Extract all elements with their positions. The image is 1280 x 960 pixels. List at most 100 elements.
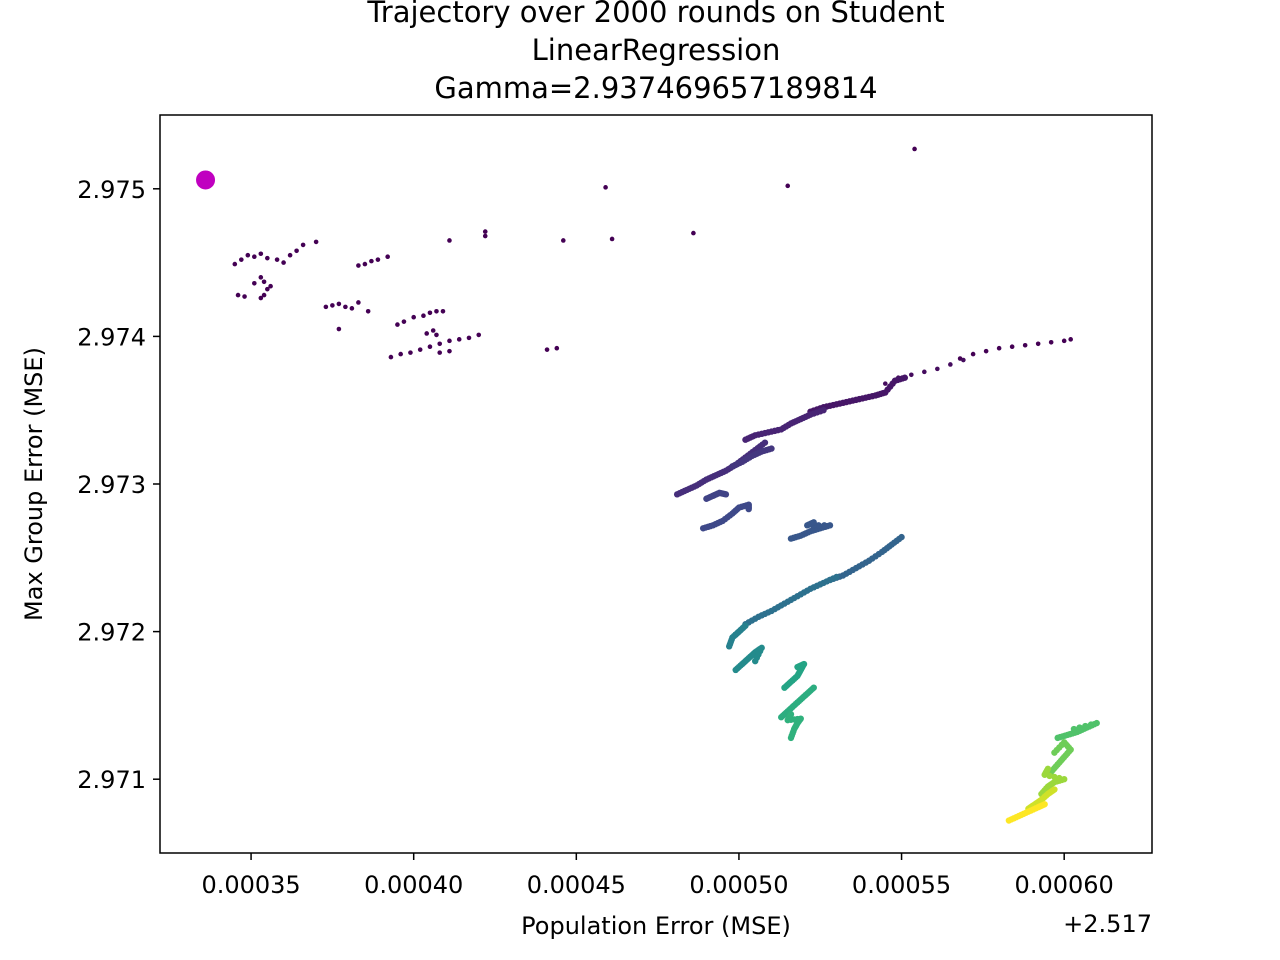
trajectory-point <box>365 309 371 314</box>
trajectory-point <box>294 248 299 254</box>
trajectory-point <box>745 505 752 513</box>
trajectory-point <box>401 319 407 324</box>
trajectory-point <box>388 354 394 360</box>
trajectory-point <box>1035 341 1041 347</box>
trajectory-point <box>1061 338 1067 344</box>
trajectory-point <box>265 255 270 261</box>
trajectory-point <box>722 491 730 498</box>
trajectory-point <box>785 183 791 189</box>
trajectory-point <box>752 657 759 665</box>
chart-title-line-1: Trajectory over 2000 rounds on Student <box>366 0 944 29</box>
trajectory-point <box>810 684 817 691</box>
trajectory-point <box>434 332 439 338</box>
trajectory-point <box>815 522 822 529</box>
points-layer <box>196 146 1100 824</box>
trajectory-point <box>833 573 840 581</box>
trajectory-point <box>768 445 775 452</box>
trajectory-point <box>948 362 953 367</box>
trajectory-point <box>983 348 989 354</box>
trajectory-point <box>421 313 426 319</box>
trajectory-point <box>1068 337 1073 342</box>
trajectory-point <box>375 257 381 262</box>
trajectory-point <box>1051 786 1058 793</box>
trajectory-point <box>554 345 560 351</box>
trajectory-point <box>281 260 286 265</box>
trajectory-point <box>427 344 433 350</box>
trajectory-point <box>252 254 257 259</box>
trajectory-point <box>1060 776 1068 783</box>
y-tick-label: 2.972 <box>77 619 146 647</box>
trajectory-point <box>912 146 917 152</box>
trajectory-point <box>909 372 914 378</box>
trajectory-point <box>427 310 433 316</box>
trajectory-point <box>609 236 615 242</box>
y-tick-label: 2.974 <box>77 323 146 351</box>
trajectory-point <box>794 663 801 671</box>
trajectory-point <box>437 350 443 355</box>
trajectory-point <box>245 252 251 258</box>
trajectory-point <box>603 185 608 190</box>
trajectory-point <box>349 306 355 311</box>
trajectory-point <box>437 341 443 347</box>
plot-area-frame <box>159 114 1153 854</box>
trajectory-point <box>408 350 413 355</box>
trajectory-point <box>1076 724 1083 731</box>
trajectory-point <box>336 301 342 307</box>
trajectory-point <box>1093 719 1100 727</box>
trajectory-point <box>385 254 390 259</box>
chart-title-line-3: Gamma=2.937469657189814 <box>434 71 877 105</box>
trajectory-point <box>398 351 403 357</box>
trajectory-point <box>395 322 400 327</box>
trajectory-point <box>1009 344 1015 350</box>
x-tick-label: 0.00040 <box>364 871 463 899</box>
trajectory-point <box>961 357 966 363</box>
x-axis-ticks: 0.00035 0.00040 0.00045 0.00050 0.00055 0.000… <box>201 853 1114 899</box>
y-axis-ticks: 2.971 2.972 2.973 2.974 2.975 <box>77 176 160 794</box>
trajectory-point <box>1044 765 1052 773</box>
trajectory-point <box>1056 774 1063 782</box>
trajectory-point <box>970 351 976 357</box>
trajectory-point <box>1041 801 1048 808</box>
trajectory-point <box>336 326 342 332</box>
trajectory-point <box>258 295 264 301</box>
trajectory-point <box>826 522 834 529</box>
trajectory-point <box>362 261 368 267</box>
trajectory-point <box>482 233 488 239</box>
trajectory-point <box>242 294 247 299</box>
trajectory-point <box>274 257 280 262</box>
trajectory-point <box>313 239 319 245</box>
trajectory-point <box>476 332 482 338</box>
trajectory-point <box>343 304 348 310</box>
trajectory-point <box>898 533 905 541</box>
trajectory-point <box>456 337 462 342</box>
trajectory-point <box>810 519 817 526</box>
trajectory-point <box>447 238 452 243</box>
x-tick-label: 0.00055 <box>852 871 951 899</box>
trajectory-point <box>1051 749 1058 756</box>
trajectory-point <box>369 258 374 264</box>
trajectory-point <box>482 229 488 234</box>
trajectory-point <box>1051 773 1058 781</box>
trajectory-point <box>235 292 241 298</box>
trajectory-point <box>1087 721 1095 728</box>
trajectory-point <box>411 314 416 320</box>
y-tick-label: 2.971 <box>77 766 146 794</box>
x-axis-label: Population Error (MSE) <box>521 912 791 940</box>
trajectory-point <box>787 711 795 718</box>
x-tick-label: 0.00060 <box>1015 871 1114 899</box>
trajectory-point <box>330 303 335 308</box>
trajectory-point <box>882 381 888 386</box>
trajectory-point <box>323 304 329 310</box>
trajectory-point <box>447 338 452 344</box>
trajectory-point <box>258 251 264 257</box>
chart-title-line-2: LinearRegression <box>532 33 781 67</box>
trajectory-point <box>1048 340 1054 345</box>
trajectory-point <box>417 347 423 352</box>
trajectory-point <box>821 522 828 529</box>
trajectory-point <box>252 280 257 286</box>
trajectory-point <box>232 261 238 267</box>
trajectory-point <box>691 230 696 236</box>
y-tick-label: 2.973 <box>77 471 146 499</box>
trajectory-point <box>996 345 1002 351</box>
x-tick-label: 0.00045 <box>527 871 626 899</box>
